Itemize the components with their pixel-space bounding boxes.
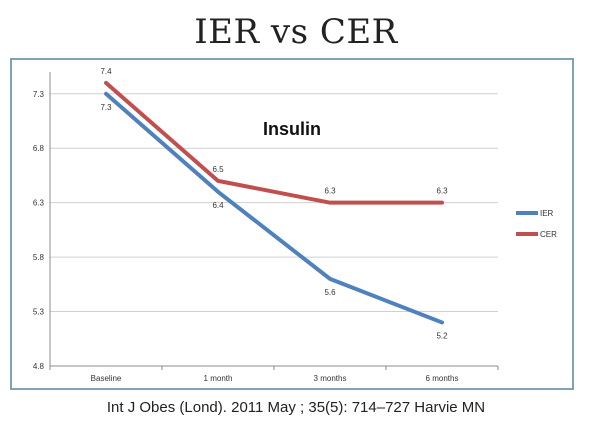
x-tick-label: Baseline: [91, 374, 122, 383]
data-label-ier: 6.4: [212, 201, 224, 210]
data-label-cer: 6.3: [324, 187, 336, 196]
x-tick-label: 6 months: [426, 374, 459, 383]
data-point-ier: [217, 191, 219, 193]
data-point-cer: [441, 202, 443, 204]
chart-title: Insulin: [263, 119, 321, 139]
citation: Int J Obes (Lond). 2011 May ; 35(5): 714…: [106, 399, 486, 416]
data-label-cer: 7.4: [100, 67, 112, 76]
data-label-ier: 7.3: [100, 103, 112, 112]
series-layer: [104, 80, 444, 325]
insulin-line-chart: 4.8 5.3 5.8 6.3 6.8 7.3 Baseline 1 month 3 month…: [33, 67, 557, 383]
data-label-cer: 6.5: [212, 165, 224, 174]
slide-title: IER vs CER: [194, 12, 398, 52]
data-point-ier: [105, 93, 107, 95]
data-point-cer: [329, 202, 331, 204]
data-label-layer: 7.3 6.4 5.6 5.2 7.4 6.5 6.3 6.3: [100, 67, 448, 341]
y-tick-label: 6.3: [33, 199, 45, 208]
y-tick-label: 5.3: [33, 308, 45, 317]
y-tick-label: 4.8: [33, 362, 45, 371]
data-point-ier: [329, 278, 331, 280]
series-line-ier: [104, 91, 444, 325]
data-label-ier: 5.6: [324, 288, 336, 297]
legend: IER CER: [516, 209, 557, 239]
y-tick-label: 5.8: [33, 253, 45, 262]
data-label-cer: 6.3: [436, 187, 448, 196]
y-tick-label: 6.8: [33, 144, 45, 153]
legend-label-ier: IER: [540, 209, 554, 218]
data-point-cer: [105, 82, 107, 84]
data-point-ier: [441, 321, 443, 323]
axis-layer: 4.8 5.3 5.8 6.3 6.8 7.3 Baseline 1 month 3 month…: [33, 72, 499, 383]
x-tick-label: 1 month: [204, 374, 233, 383]
data-point-cer: [217, 180, 219, 182]
x-tick-label: 3 months: [314, 374, 347, 383]
chart-frame: 4.8 5.3 5.8 6.3 6.8 7.3 Baseline 1 month 3 month…: [10, 58, 574, 390]
y-tick-label: 7.3: [33, 90, 45, 99]
legend-label-cer: CER: [540, 230, 557, 239]
data-label-ier: 5.2: [436, 331, 448, 340]
series-line-cer: [104, 80, 444, 205]
grid-layer: [50, 93, 498, 367]
